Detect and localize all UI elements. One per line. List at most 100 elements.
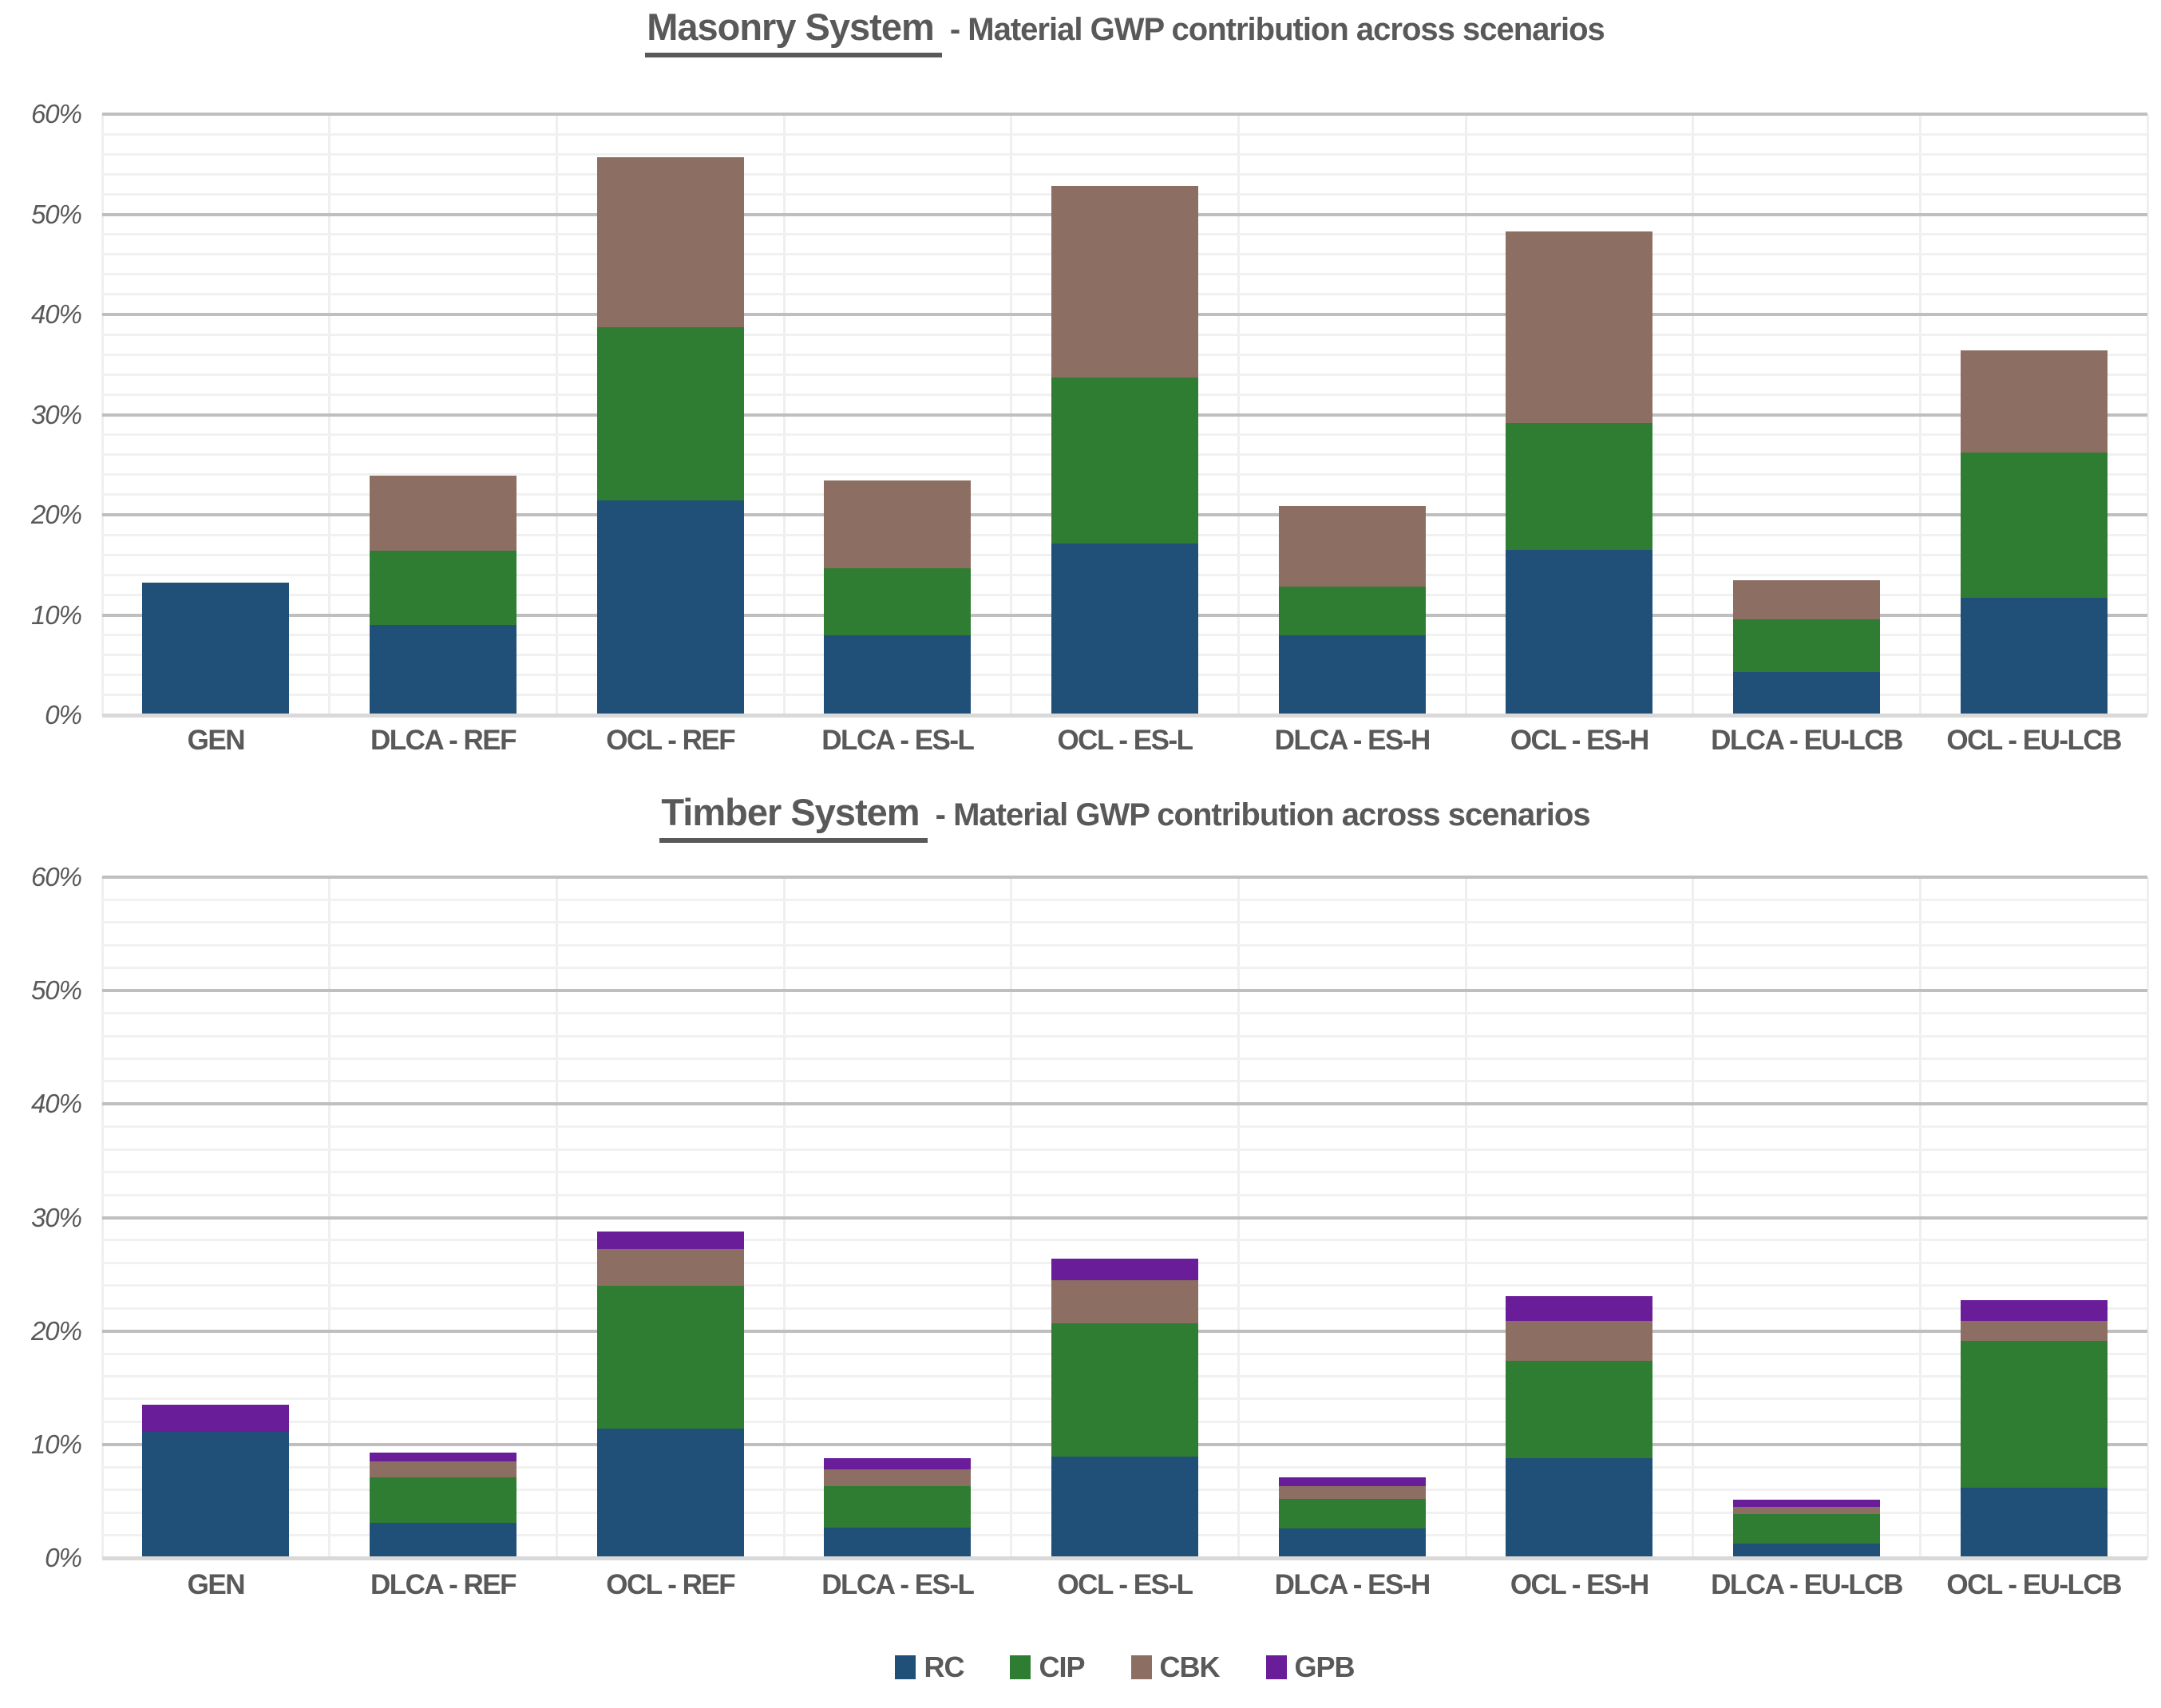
bar-segment-cip: [1960, 453, 2108, 599]
bar-segment-rc: [1960, 1487, 2108, 1558]
y-tick-label: 10%: [30, 1429, 82, 1459]
x-category-label: GEN: [187, 725, 246, 756]
y-tick-label: 30%: [30, 1202, 82, 1232]
legend-swatch-rc: [895, 1655, 916, 1679]
y-tick-label: 10%: [30, 599, 82, 630]
bar-segment-cip: [824, 567, 972, 635]
bar-segment-cbk: [824, 480, 972, 568]
gridline-minor: [102, 152, 2147, 156]
bar-segment-cbk: [596, 156, 744, 328]
bar-segment-rc: [596, 500, 744, 715]
x-category-label: OCL - EU-LCB: [1946, 725, 2122, 756]
bar-segment-cip: [596, 1285, 744, 1429]
x-category-label: DLCA - ES-L: [821, 1569, 975, 1600]
bar-segment-gpb: [1960, 1300, 2108, 1321]
gridline-minor: [102, 1239, 2147, 1242]
y-tick-label: 60%: [30, 99, 82, 128]
legend-item: GPB: [1265, 1651, 1356, 1684]
bar-segment-rc: [370, 1522, 517, 1558]
bar-segment-cbk: [1278, 1486, 1426, 1500]
legend-label: CIP: [1039, 1651, 1085, 1683]
y-tick-label: 0%: [45, 700, 82, 729]
gridline-minor: [102, 1125, 2147, 1129]
gridline-major: [102, 1216, 2147, 1220]
y-tick-label: 20%: [30, 500, 82, 529]
bar-segment-rc: [142, 1432, 290, 1558]
gridline-major: [102, 876, 2147, 879]
masonry-chart-title: Masonry System - Material GWP contributi…: [102, 5, 2147, 57]
bar-segment-rc: [370, 625, 517, 715]
gridline-minor: [102, 1034, 2147, 1038]
bar-segment-cip: [1506, 422, 1653, 550]
bar-segment-cip: [1278, 587, 1426, 635]
bar-segment-cip: [1506, 1360, 1653, 1458]
gridline-minor: [102, 943, 2147, 947]
y-tick-label: 0%: [45, 1543, 82, 1572]
bar-segment-rc: [1733, 672, 1880, 715]
x-category-label: OCL - EU-LCB: [1946, 1569, 2122, 1600]
legend-label: CBK: [1159, 1651, 1221, 1683]
bar-segment-rc: [142, 583, 290, 715]
bar-segment-cbk: [1733, 579, 1880, 619]
bar-segment-rc: [1278, 635, 1426, 715]
y-tick-label: 40%: [30, 1089, 82, 1119]
gridline-minor: [102, 898, 2147, 901]
legend-item: CBK: [1130, 1651, 1221, 1684]
bar-segment-cbk: [1051, 186, 1198, 378]
y-tick-label: 60%: [30, 862, 82, 892]
x-axis-line: [102, 1556, 2147, 1560]
timber-title-main: Timber System: [659, 791, 928, 843]
bar-segment-cbk: [1960, 1320, 2108, 1342]
bar-segment-cip: [1960, 1341, 2108, 1488]
bar-segment-rc: [1506, 549, 1653, 715]
bar-segment-cip: [1051, 378, 1198, 544]
x-category-label: OCL - REF: [606, 725, 735, 756]
x-category-label: OCL - ES-H: [1510, 1569, 1649, 1600]
gridline-major: [102, 113, 2147, 116]
bar-segment-gpb: [1278, 1477, 1426, 1487]
bar-segment-cbk: [1051, 1279, 1198, 1323]
x-category-label: OCL - REF: [606, 1569, 735, 1600]
bar-segment-cbk: [596, 1249, 744, 1286]
legend-label: RC: [924, 1651, 964, 1683]
x-category-label: DLCA - EU-LCB: [1711, 1569, 1903, 1600]
timber-chart-title: Timber System - Material GWP contributio…: [102, 790, 2147, 843]
bar-segment-rc: [1960, 598, 2108, 715]
y-tick-label: 20%: [30, 1315, 82, 1346]
bar-segment-gpb: [1733, 1500, 1880, 1507]
bar-segment-gpb: [596, 1231, 744, 1250]
legend-item: CIP: [1010, 1651, 1086, 1684]
bar-segment-cbk: [370, 476, 517, 552]
vertical-gridline: [2146, 114, 2149, 715]
y-tick-label: 50%: [30, 975, 82, 1006]
bar-segment-rc: [1733, 1543, 1880, 1558]
legend-label: GPB: [1294, 1651, 1356, 1683]
legend-swatch-gpb: [1265, 1655, 1287, 1679]
gridline-major: [102, 989, 2147, 993]
bar-segment-rc: [1278, 1528, 1426, 1558]
y-tick-label: 40%: [30, 299, 82, 329]
bar-segment-cip: [596, 327, 744, 501]
bar-segment-cbk: [370, 1461, 517, 1478]
timber-title-sub: - Material GWP contribution across scena…: [927, 797, 1591, 832]
bar-segment-cbk: [1278, 505, 1426, 587]
x-category-label: OCL - ES-L: [1057, 1569, 1193, 1600]
bar-segment-cip: [1733, 619, 1880, 673]
gridline-minor: [102, 1193, 2147, 1196]
bar-segment-cbk: [824, 1469, 972, 1487]
legend-item: RC: [895, 1651, 964, 1684]
vertical-gridline: [2146, 877, 2149, 1558]
bar-segment-cip: [1278, 1499, 1426, 1529]
legend-swatch-cip: [1010, 1655, 1031, 1679]
x-category-label: DLCA - ES-H: [1274, 1569, 1431, 1600]
gridline-minor: [102, 1148, 2147, 1151]
gridline-minor: [102, 967, 2147, 970]
x-category-label: DLCA - ES-L: [821, 725, 975, 756]
bar-segment-cbk: [1733, 1507, 1880, 1514]
bar-segment-rc: [1051, 1457, 1198, 1558]
bar-segment-gpb: [142, 1405, 290, 1433]
x-category-label: DLCA - REF: [370, 1569, 517, 1600]
x-category-label: OCL - ES-H: [1510, 725, 1649, 756]
y-tick-label: 50%: [30, 199, 82, 229]
bar-segment-cip: [1733, 1513, 1880, 1544]
